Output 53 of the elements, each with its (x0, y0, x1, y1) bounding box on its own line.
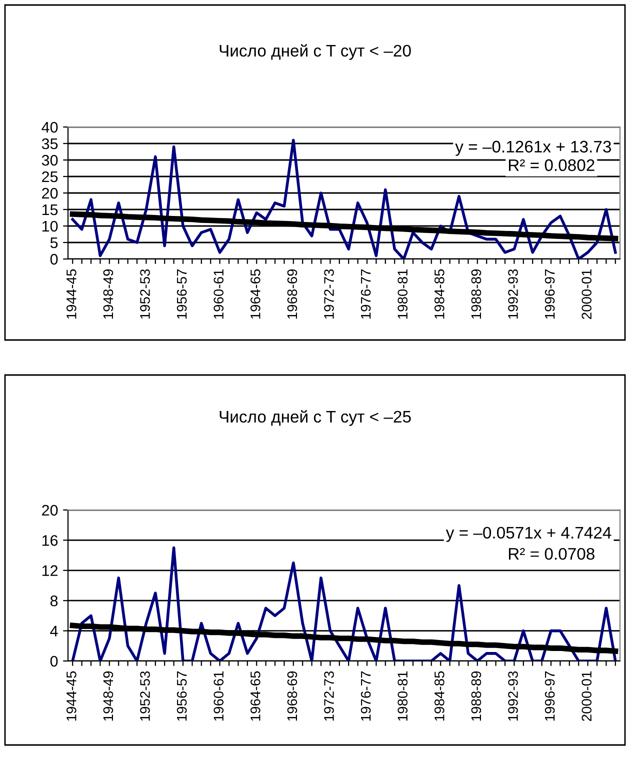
x-tick-label: 1996-97 (544, 269, 555, 319)
x-tick-label: 1968-69 (287, 269, 298, 319)
y-tick-label: 0 (50, 254, 58, 265)
y-tick-label: 15 (42, 204, 58, 216)
line-series (71, 138, 617, 259)
annotation: R² = 0.0708 (508, 548, 594, 560)
y-tick-label: 0 (50, 656, 58, 667)
x-tick-label: 1972-73 (324, 269, 334, 319)
annotation: y = –0.1261x + 13.73 (455, 140, 611, 156)
x-tick-label: 1992-93 (508, 671, 518, 721)
x-tick-label: 1968-69 (287, 671, 298, 721)
y-tick-label: 5 (50, 238, 58, 248)
x-tick-label: 1956-57 (176, 671, 187, 721)
x-tick-label: 1952-53 (140, 671, 150, 721)
y-tick-label: 40 (42, 122, 58, 133)
x-tick-label: 1992-93 (508, 269, 518, 319)
x-tick-label: 1952-53 (140, 269, 150, 319)
x-tick-label: 1964-65 (250, 269, 260, 319)
y-tick-label: 30 (42, 154, 58, 166)
y-tick-label: 25 (42, 171, 58, 182)
x-tick-label: 2000-01 (582, 671, 592, 721)
annotation: y = –0.0571x + 4.7424 (446, 526, 612, 542)
y-tick-label: 10 (42, 220, 58, 232)
y-tick-label: 16 (42, 535, 58, 546)
x-tick-label: 1980-81 (398, 671, 408, 721)
line-series (71, 546, 617, 661)
y-tick-label: 20 (42, 504, 58, 516)
x-tick-label: 1960-61 (214, 671, 224, 721)
y-tick-label: 4 (50, 626, 58, 636)
y-tick-label: 35 (42, 138, 58, 150)
x-tick-label: 1976-77 (360, 671, 371, 721)
x-tick-label: 1956-57 (176, 269, 187, 319)
x-tick-label: 1976-77 (360, 269, 371, 319)
x-tick-label: 1996-97 (544, 671, 555, 721)
x-tick-label: 1972-73 (324, 671, 334, 721)
y-tick-label: 12 (42, 565, 58, 576)
chart-title: Число дней с T сут < –20 (220, 44, 411, 60)
x-tick-label: 1988-89 (471, 671, 482, 721)
annotation: R² = 0.0802 (508, 159, 594, 172)
x-tick-label: 1944-45 (66, 269, 76, 319)
x-tick-label: 1980-81 (398, 269, 408, 319)
x-tick-label: 1960-61 (214, 269, 224, 319)
x-tick-label: 1948-49 (103, 269, 114, 319)
x-tick-label: 1944-45 (66, 671, 76, 721)
chart-title: Число дней с T сут < –25 (220, 410, 411, 426)
x-tick-label: 1948-49 (103, 671, 114, 721)
x-tick-label: 1984-85 (434, 269, 444, 319)
x-tick-label: 1964-65 (250, 671, 260, 721)
x-tick-label: 1984-85 (434, 671, 444, 721)
y-tick-label: 8 (50, 595, 58, 606)
y-tick-label: 20 (42, 188, 58, 199)
x-tick-label: 1988-89 (471, 269, 482, 319)
x-tick-label: 2000-01 (582, 269, 592, 319)
